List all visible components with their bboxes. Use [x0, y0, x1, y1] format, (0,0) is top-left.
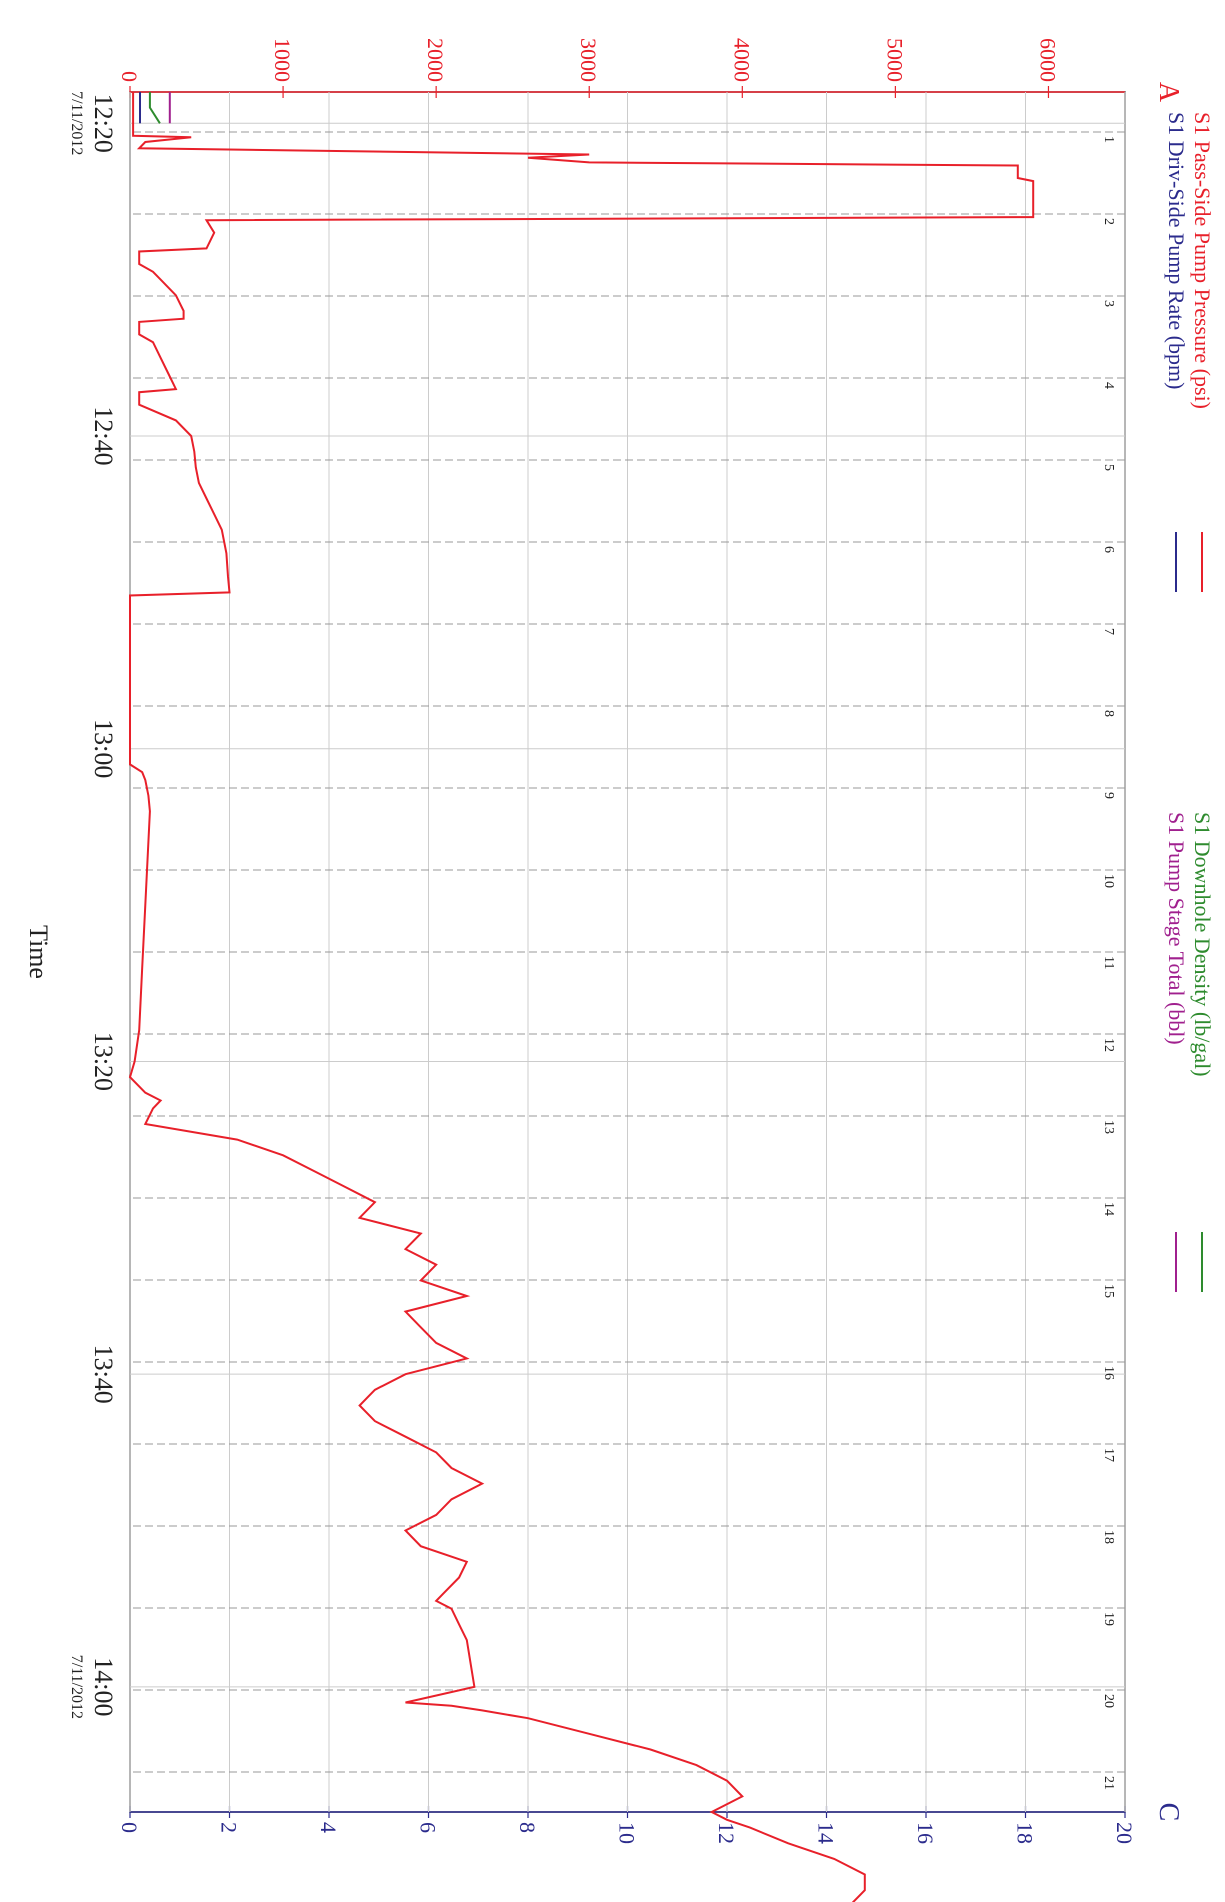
axis-a-tick-label: 4000 — [729, 38, 754, 82]
series-line-a — [128, 92, 1035, 1902]
axis-c-tick-label: 14 — [814, 1822, 839, 1844]
event-marker-label: 6 — [1101, 546, 1116, 553]
event-marker-label: 13 — [1101, 1120, 1116, 1134]
legend-entry: S1 Pass-Side Pump Pressure (psi) — [1190, 112, 1215, 409]
event-marker-label: 4 — [1101, 382, 1116, 389]
event-marker-label: 20 — [1101, 1694, 1116, 1708]
axis-c-tick-label: 4 — [316, 1822, 341, 1833]
axis-c-tick-label: 10 — [615, 1822, 640, 1844]
event-marker-label: 10 — [1101, 874, 1116, 888]
event-marker-label: 16 — [1101, 1366, 1116, 1380]
event-marker-label: 1 — [1101, 136, 1116, 143]
x-tick-label: 12:20 — [89, 94, 118, 153]
event-marker-label: 9 — [1101, 792, 1116, 799]
legend-entry: S1 Driv-Side Pump Rate (bpm) — [1164, 112, 1189, 389]
axis-a-tick-label: 5000 — [882, 38, 907, 82]
event-marker-label: 12 — [1101, 1038, 1116, 1052]
axis-c-tick-label: 16 — [913, 1822, 938, 1844]
event-marker-label: 5 — [1101, 464, 1116, 471]
event-marker-label: 14 — [1101, 1202, 1116, 1216]
axis-c-tick-label: 0 — [117, 1822, 142, 1833]
x-tick-label: 13:00 — [89, 719, 118, 778]
axis-c-tick-label: 12 — [714, 1822, 739, 1844]
axis-a-tick-label: 3000 — [576, 38, 601, 82]
x-tick-label: 13:40 — [89, 1345, 118, 1404]
x-tick-label: 14:00 — [89, 1657, 118, 1716]
event-marker-label: 21 — [1101, 1776, 1116, 1790]
x-tick-date: 7/11/2012 — [68, 91, 85, 155]
axis-a-tick-label: 2000 — [423, 38, 448, 82]
event-marker-label: 7 — [1101, 628, 1116, 635]
axis-c-tick-label: 18 — [1013, 1822, 1038, 1844]
axis-a-tick-label: 0 — [117, 71, 142, 82]
event-marker-label: 18 — [1101, 1530, 1116, 1544]
axis-c-tick-label: 20 — [1112, 1822, 1137, 1844]
event-marker-label: 15 — [1101, 1284, 1116, 1298]
series-line-b — [148, 92, 161, 124]
legend-entry: S1 Pump Stage Total (bbl) — [1164, 812, 1189, 1045]
axis-c-letter: C — [1153, 1803, 1184, 1822]
series-group — [128, 92, 1035, 1902]
x-tick-label: 13:20 — [89, 1032, 118, 1091]
event-marker-label: 19 — [1101, 1612, 1116, 1626]
event-marker-label: 17 — [1101, 1448, 1116, 1462]
event-marker-label: 11 — [1101, 956, 1116, 969]
axis-c-tick-label: 6 — [416, 1822, 441, 1833]
legend-group: S1 Pass-Side Pump Pressure (psi) S1 Downh… — [1164, 112, 1215, 1292]
x-tick-date: 7/11/2012 — [68, 1655, 85, 1719]
event-marker-label: 3 — [1101, 300, 1116, 307]
axis-a-tick-label: 1000 — [270, 38, 295, 82]
legend-entry: S1 Downhole Density (lb/gal) — [1190, 812, 1215, 1077]
x-tick-label: 12:40 — [89, 406, 118, 465]
axis-c-tick-label: 2 — [217, 1822, 242, 1833]
axis-a-letter: A — [1153, 82, 1184, 103]
axis-a-tick-label: 6000 — [1035, 38, 1060, 82]
event-marker-label: 8 — [1101, 710, 1116, 717]
event-marker-label: 2 — [1101, 218, 1116, 225]
axis-c-tick-label: 8 — [515, 1822, 540, 1833]
x-axis-label: Time — [24, 925, 53, 979]
